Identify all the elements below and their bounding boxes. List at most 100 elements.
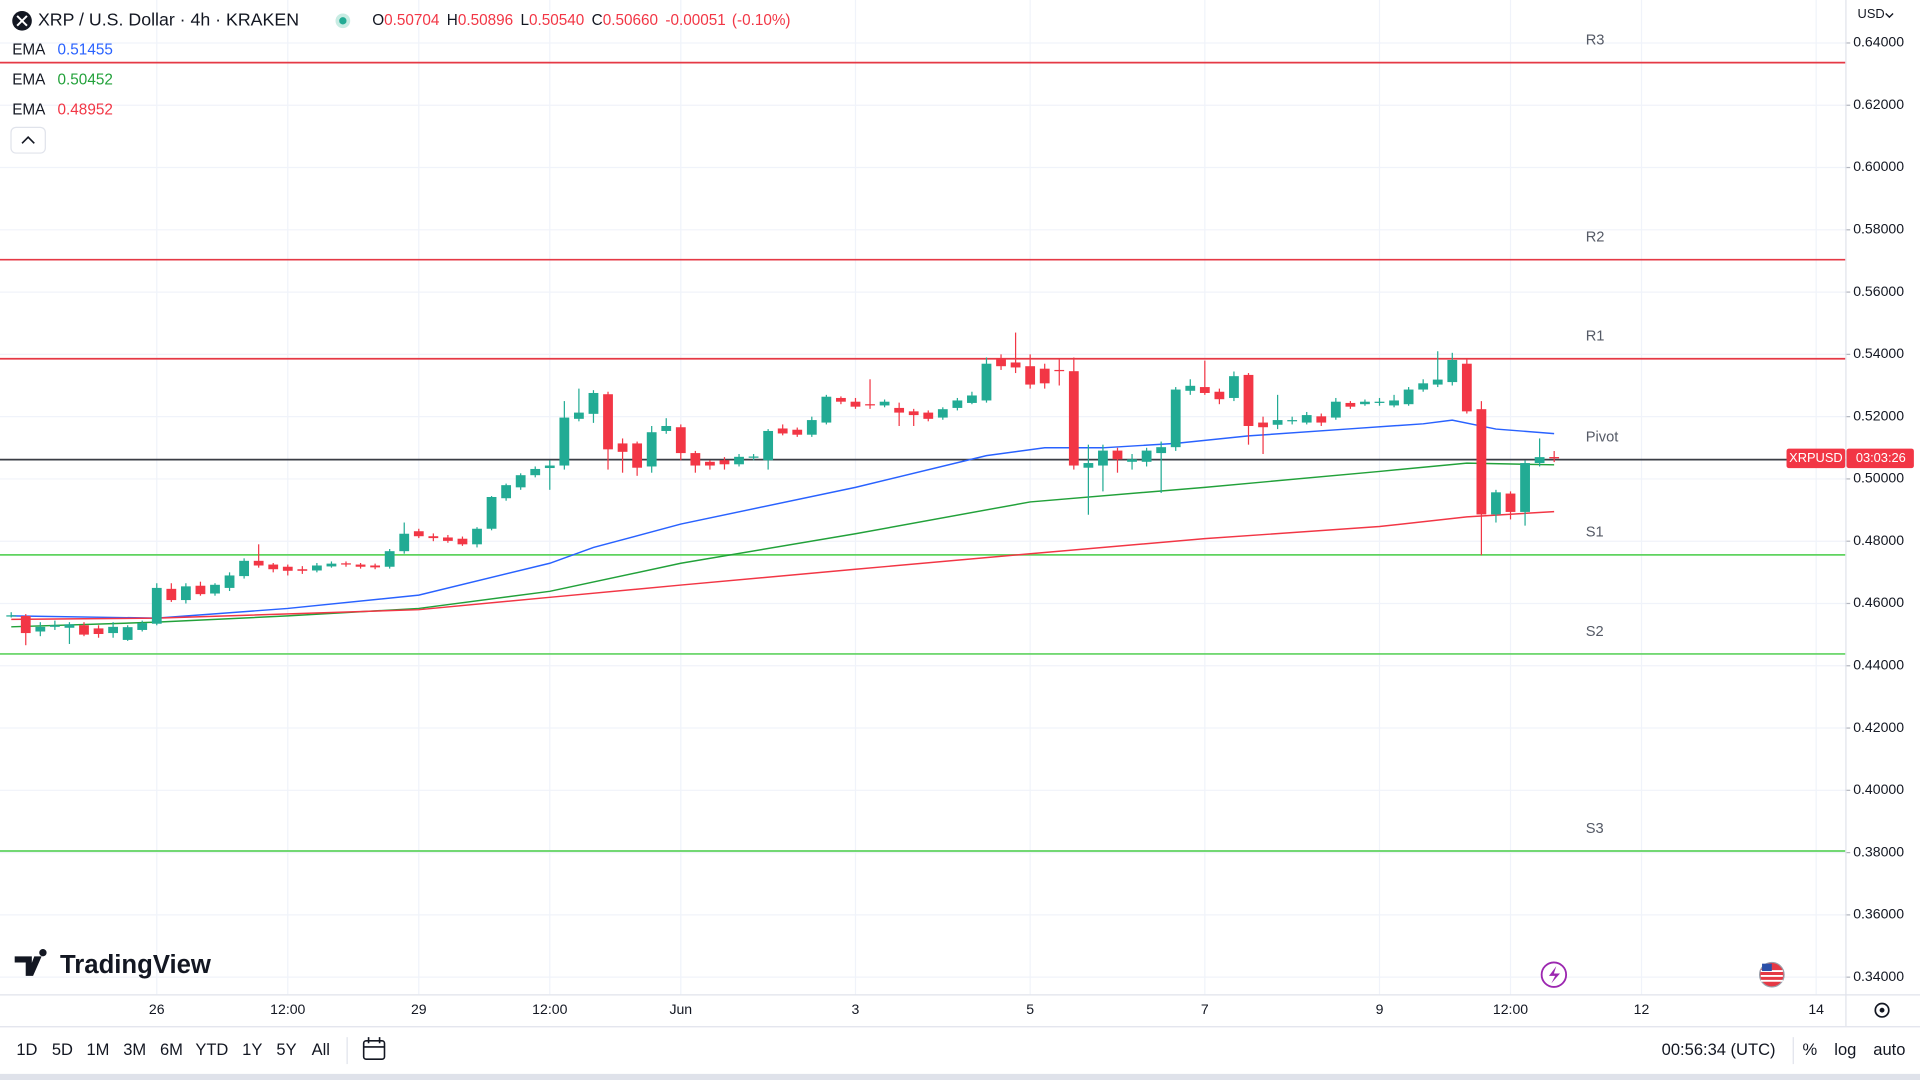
range-button[interactable]: 6M bbox=[160, 1040, 183, 1059]
level-label: S2 bbox=[1586, 624, 1604, 640]
candle-body bbox=[370, 565, 381, 568]
candle-body bbox=[806, 420, 817, 435]
price-tag-countdown-bg bbox=[1846, 448, 1914, 469]
candle-body bbox=[1403, 389, 1414, 405]
clock[interactable]: 00:56:34 (UTC) bbox=[1662, 1040, 1776, 1059]
change: -0.00051 bbox=[665, 12, 725, 29]
candle-body bbox=[1301, 415, 1312, 423]
candle-body bbox=[1374, 401, 1385, 403]
range-button[interactable]: 1Y bbox=[242, 1040, 262, 1059]
ema-legend-name: EMA bbox=[12, 101, 46, 118]
y-tick-label: 0.36000 bbox=[1853, 906, 1904, 922]
currency-label[interactable]: USD bbox=[1858, 6, 1885, 21]
candle-body bbox=[632, 443, 643, 468]
range-button[interactable]: All bbox=[312, 1040, 330, 1059]
candle-body bbox=[35, 626, 46, 632]
candle-body bbox=[1418, 383, 1429, 390]
candle-body bbox=[1025, 366, 1036, 385]
candles bbox=[6, 332, 1560, 646]
candle-body bbox=[879, 401, 890, 406]
candle-body bbox=[311, 565, 322, 571]
candle-body bbox=[894, 407, 905, 413]
x-tick-label: 12:00 bbox=[1493, 1001, 1528, 1017]
candle-body bbox=[515, 475, 526, 488]
candle-body bbox=[1534, 457, 1545, 464]
ema-legend-value: 0.50452 bbox=[58, 71, 113, 88]
range-button[interactable]: 5Y bbox=[276, 1040, 296, 1059]
candle-body bbox=[166, 588, 177, 601]
candle-body bbox=[486, 496, 497, 529]
scale-option[interactable]: log bbox=[1834, 1040, 1856, 1059]
candle-body bbox=[93, 628, 104, 635]
range-button[interactable]: 1M bbox=[86, 1040, 109, 1059]
x-tick-label: 26 bbox=[149, 1001, 165, 1017]
candle-body bbox=[1156, 447, 1167, 454]
ema-legend-value: 0.48952 bbox=[58, 101, 113, 118]
candle-body bbox=[1243, 374, 1254, 426]
y-tick-label: 0.38000 bbox=[1853, 843, 1904, 859]
brand-logo bbox=[14, 948, 47, 976]
ema-legend-name: EMA bbox=[12, 41, 46, 58]
candle-body bbox=[355, 564, 366, 567]
range-button[interactable]: 5D bbox=[52, 1040, 73, 1059]
candle-body bbox=[1127, 459, 1137, 462]
y-tick-label: 0.60000 bbox=[1853, 158, 1904, 174]
candle-body bbox=[108, 626, 119, 634]
toolbar: 1D 5D 1M 3M 6M YTD 1Y 5Y All 00:56:34 (UTC)% log au… bbox=[16, 1040, 1905, 1059]
ema-legend: EMA 0.51455 EMA 0.50452 EMA 0.48952 bbox=[12, 41, 113, 118]
settings-icon[interactable] bbox=[1874, 1002, 1890, 1018]
range-button[interactable]: YTD bbox=[195, 1040, 228, 1059]
candle-body bbox=[122, 627, 133, 640]
candle-body bbox=[719, 460, 730, 465]
y-tick-label: 0.62000 bbox=[1853, 96, 1904, 112]
level-label: R2 bbox=[1586, 230, 1605, 246]
candle-body bbox=[923, 412, 934, 419]
x-tick-label: 12:00 bbox=[270, 1001, 305, 1017]
range-button[interactable]: 3M bbox=[123, 1040, 146, 1059]
ohlc-value: 0.50896 bbox=[458, 12, 513, 29]
candle-body bbox=[937, 409, 948, 418]
candle-body bbox=[1549, 457, 1560, 459]
candle-body bbox=[1491, 492, 1501, 515]
ohlc-key: H bbox=[447, 12, 458, 29]
candle-body bbox=[137, 623, 148, 630]
x-tick-label: 9 bbox=[1376, 1001, 1384, 1017]
date-range-icon[interactable] bbox=[362, 1040, 386, 1060]
event-icon-bolt bbox=[1548, 966, 1560, 984]
level-label: S1 bbox=[1586, 525, 1604, 541]
candle-body bbox=[1098, 450, 1108, 466]
scale-option[interactable]: % bbox=[1802, 1040, 1817, 1059]
ema-legend-value: 0.51455 bbox=[58, 41, 113, 58]
range-button[interactable]: 1D bbox=[16, 1040, 37, 1059]
scale-option[interactable]: auto bbox=[1873, 1040, 1905, 1059]
ema-lines bbox=[11, 419, 1555, 628]
candle-body bbox=[705, 461, 715, 466]
candle-body bbox=[574, 412, 584, 419]
flag-canton bbox=[1762, 963, 1772, 972]
candle-body bbox=[748, 456, 759, 458]
candle-body bbox=[908, 411, 919, 416]
ema-line bbox=[11, 419, 1555, 619]
candle-body bbox=[1360, 401, 1370, 405]
candle-body bbox=[1185, 385, 1196, 391]
candle-body bbox=[224, 575, 235, 588]
level-label: R1 bbox=[1586, 329, 1605, 345]
candle-body bbox=[996, 358, 1006, 367]
collapse-button[interactable] bbox=[10, 126, 46, 154]
candle-body bbox=[1330, 401, 1341, 418]
candle-body bbox=[603, 394, 613, 450]
ema-legend-name: EMA bbox=[12, 71, 46, 88]
market-status-dot bbox=[339, 17, 347, 25]
ohlc-key: L bbox=[521, 12, 530, 29]
candle-body bbox=[661, 425, 672, 431]
candle-body bbox=[1287, 420, 1298, 422]
price-tag-symbol: XRPUSD bbox=[1789, 450, 1843, 465]
chart-title: XRP / U.S. Dollar · 4h · KRAKEN bbox=[38, 10, 299, 30]
brand-name: TradingView bbox=[60, 951, 212, 979]
candle-body bbox=[1054, 369, 1065, 372]
x-tick-label: 5 bbox=[1026, 1001, 1034, 1017]
level-label: Pivot bbox=[1586, 429, 1619, 445]
x-tick-label: 3 bbox=[852, 1001, 860, 1017]
